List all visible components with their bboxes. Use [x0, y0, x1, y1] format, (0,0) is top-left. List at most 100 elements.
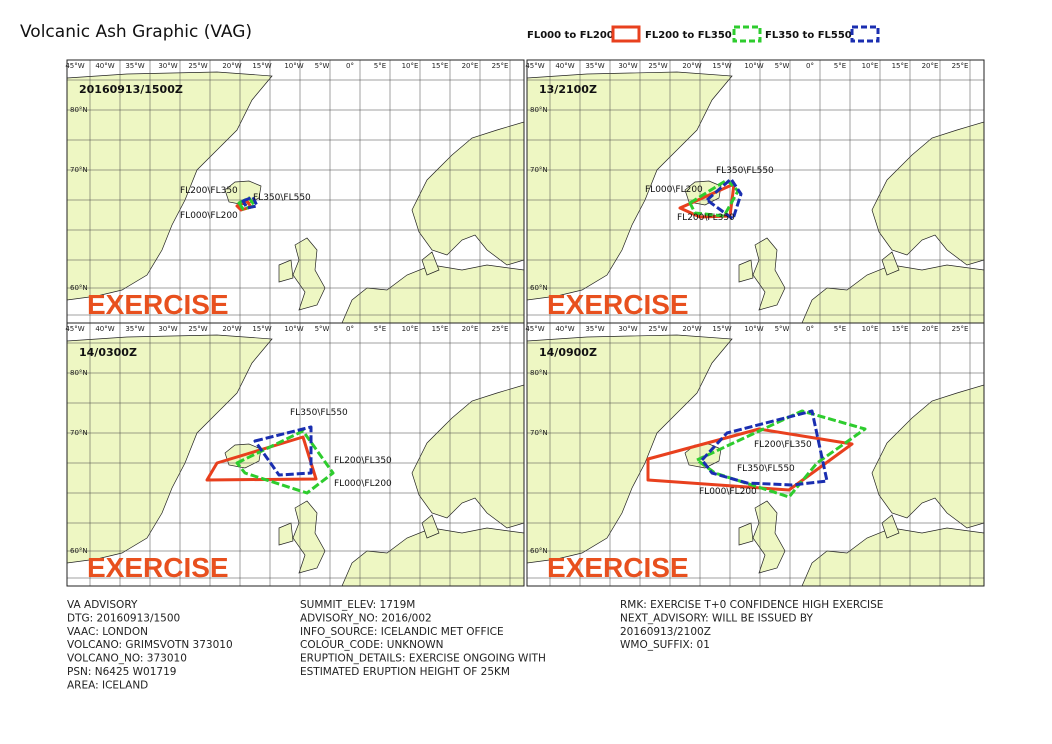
- advisory-line: RMK: EXERCISE T+0 CONFIDENCE HIGH EXERCI…: [620, 599, 883, 611]
- longitude-label: 5°E: [834, 325, 846, 333]
- longitude-label: 40°W: [555, 62, 574, 70]
- longitude-label: 25°W: [648, 62, 667, 70]
- latitude-label: 70°N: [70, 429, 88, 437]
- longitude-label: 10°W: [744, 325, 763, 333]
- longitude-label: 20°W: [222, 325, 241, 333]
- watermark: EXERCISE: [87, 552, 229, 583]
- level-label: FL350\FL550: [737, 464, 795, 474]
- latitude-label: 60°N: [70, 547, 88, 555]
- latitude-label: 70°N: [530, 429, 548, 437]
- longitude-label: 0°: [806, 62, 814, 70]
- longitude-label: 15°W: [252, 62, 271, 70]
- longitude-label: 20°W: [222, 62, 241, 70]
- longitude-label: 45°W: [65, 325, 84, 333]
- longitude-label: 25°E: [952, 62, 969, 70]
- level-label: FL200\FL350: [334, 456, 392, 466]
- map-panel: 45°W 40°W 35°W 30°W 25°W 20°W 15°W 10°W 5°W 0° 5°E…: [525, 59, 985, 324]
- legend-swatch: [850, 25, 880, 43]
- valid-time: 13/2100Z: [539, 83, 597, 96]
- longitude-label: 45°W: [65, 62, 84, 70]
- longitude-label: 40°W: [95, 325, 114, 333]
- advisory-line: INFO_SOURCE: ICELANDIC MET OFFICE: [300, 626, 504, 638]
- latitude-label: 60°N: [530, 284, 548, 292]
- latitude-label: 70°N: [70, 166, 88, 174]
- longitude-label: 15°E: [432, 325, 449, 333]
- legend: FL000 to FL200 FL200 to FL350 FL350 to F…: [527, 25, 880, 43]
- ash-areas: [678, 177, 743, 221]
- longitude-label: 35°W: [585, 62, 604, 70]
- map-panel: 45°W 40°W 35°W 30°W 25°W 20°W 15°W 10°W 5°W 0° 5°E…: [525, 322, 985, 587]
- longitude-label: 35°W: [125, 62, 144, 70]
- level-label: FL000\FL200: [334, 479, 392, 489]
- longitude-label: 30°W: [158, 325, 177, 333]
- latitude-label: 70°N: [530, 166, 548, 174]
- longitude-label: 25°W: [188, 325, 207, 333]
- advisory-line: 20160913/2100Z: [620, 626, 711, 638]
- legend-label: FL200 to FL350: [645, 30, 732, 41]
- ash-polygon: [253, 425, 313, 477]
- advisory-line: WMO_SUFFIX: 01: [620, 639, 710, 651]
- longitude-label: 10°W: [744, 62, 763, 70]
- advisory-line: NEXT_ADVISORY: WILL BE ISSUED BY: [620, 612, 813, 624]
- basemap: [67, 60, 524, 323]
- latitude-label: 80°N: [530, 369, 548, 377]
- longitude-label: 10°E: [402, 325, 419, 333]
- longitude-label: 20°E: [922, 62, 939, 70]
- level-label: FL200\FL350: [677, 213, 735, 223]
- ash-polygon: [705, 177, 743, 221]
- basemap: [527, 60, 984, 323]
- longitude-label: 15°W: [252, 325, 271, 333]
- longitude-label: 10°W: [284, 62, 303, 70]
- longitude-label: 30°W: [618, 325, 637, 333]
- longitude-label: 15°E: [432, 62, 449, 70]
- longitude-label: 10°W: [284, 325, 303, 333]
- advisory-line: AREA: ICELAND: [67, 679, 148, 691]
- level-label: FL200\FL350: [754, 440, 812, 450]
- ash-polygon: [700, 409, 829, 487]
- level-label: FL350\FL550: [253, 193, 311, 203]
- advisory-line: VOLCANO: GRIMSVOTN 373010: [67, 639, 233, 651]
- advisory-line: ERUPTION_DETAILS: EXERCISE ONGOING WITH: [300, 653, 546, 665]
- valid-time: 20160913/1500Z: [79, 83, 183, 96]
- longitude-label: 10°E: [402, 62, 419, 70]
- ash-polygon: [695, 409, 867, 499]
- longitude-label: 25°E: [492, 62, 509, 70]
- longitude-label: 5°E: [834, 62, 846, 70]
- longitude-label: 35°W: [125, 325, 144, 333]
- level-label: FL350\FL550: [290, 408, 348, 418]
- ash-areas: [646, 409, 867, 499]
- longitude-label: 15°W: [712, 62, 731, 70]
- longitude-label: 45°W: [525, 325, 544, 333]
- latitude-label: 60°N: [530, 547, 548, 555]
- latitude-label: 80°N: [70, 106, 88, 114]
- panel-border: [66, 322, 525, 587]
- ash-areas: [235, 195, 259, 212]
- longitude-label: 20°W: [682, 62, 701, 70]
- longitude-label: 10°E: [862, 62, 879, 70]
- level-label: FL000\FL200: [180, 211, 238, 221]
- valid-time: 14/0300Z: [79, 346, 137, 359]
- longitude-label: 20°W: [682, 325, 701, 333]
- panel-border: [526, 322, 985, 587]
- longitude-label: 35°W: [585, 325, 604, 333]
- advisory-line: DTG: 20160913/1500: [67, 612, 180, 624]
- latitude-label: 80°N: [530, 106, 548, 114]
- advisory-line: VOLCANO_NO: 373010: [67, 653, 187, 665]
- legend-swatch: [611, 25, 641, 43]
- latitude-label: 80°N: [70, 369, 88, 377]
- ash-polygon: [205, 435, 318, 482]
- level-label: FL000\FL200: [645, 185, 703, 195]
- ash-polygon: [235, 429, 335, 495]
- longitude-label: 20°E: [922, 325, 939, 333]
- advisory-line: SUMMIT_ELEV: 1719M: [300, 599, 415, 611]
- longitude-label: 5°W: [775, 325, 790, 333]
- level-label: FL350\FL550: [716, 166, 774, 176]
- longitude-label: 15°W: [712, 325, 731, 333]
- valid-time: 14/0900Z: [539, 346, 597, 359]
- legend-label: FL000 to FL200: [527, 30, 614, 41]
- map-panel: 45°W 40°W 35°W 30°W 25°W 20°W 15°W 10°W 5°W 0° 5°E…: [65, 322, 525, 587]
- longitude-label: 5°W: [775, 62, 790, 70]
- legend-label: FL350 to FL550: [765, 30, 852, 41]
- ash-polygon: [646, 427, 854, 492]
